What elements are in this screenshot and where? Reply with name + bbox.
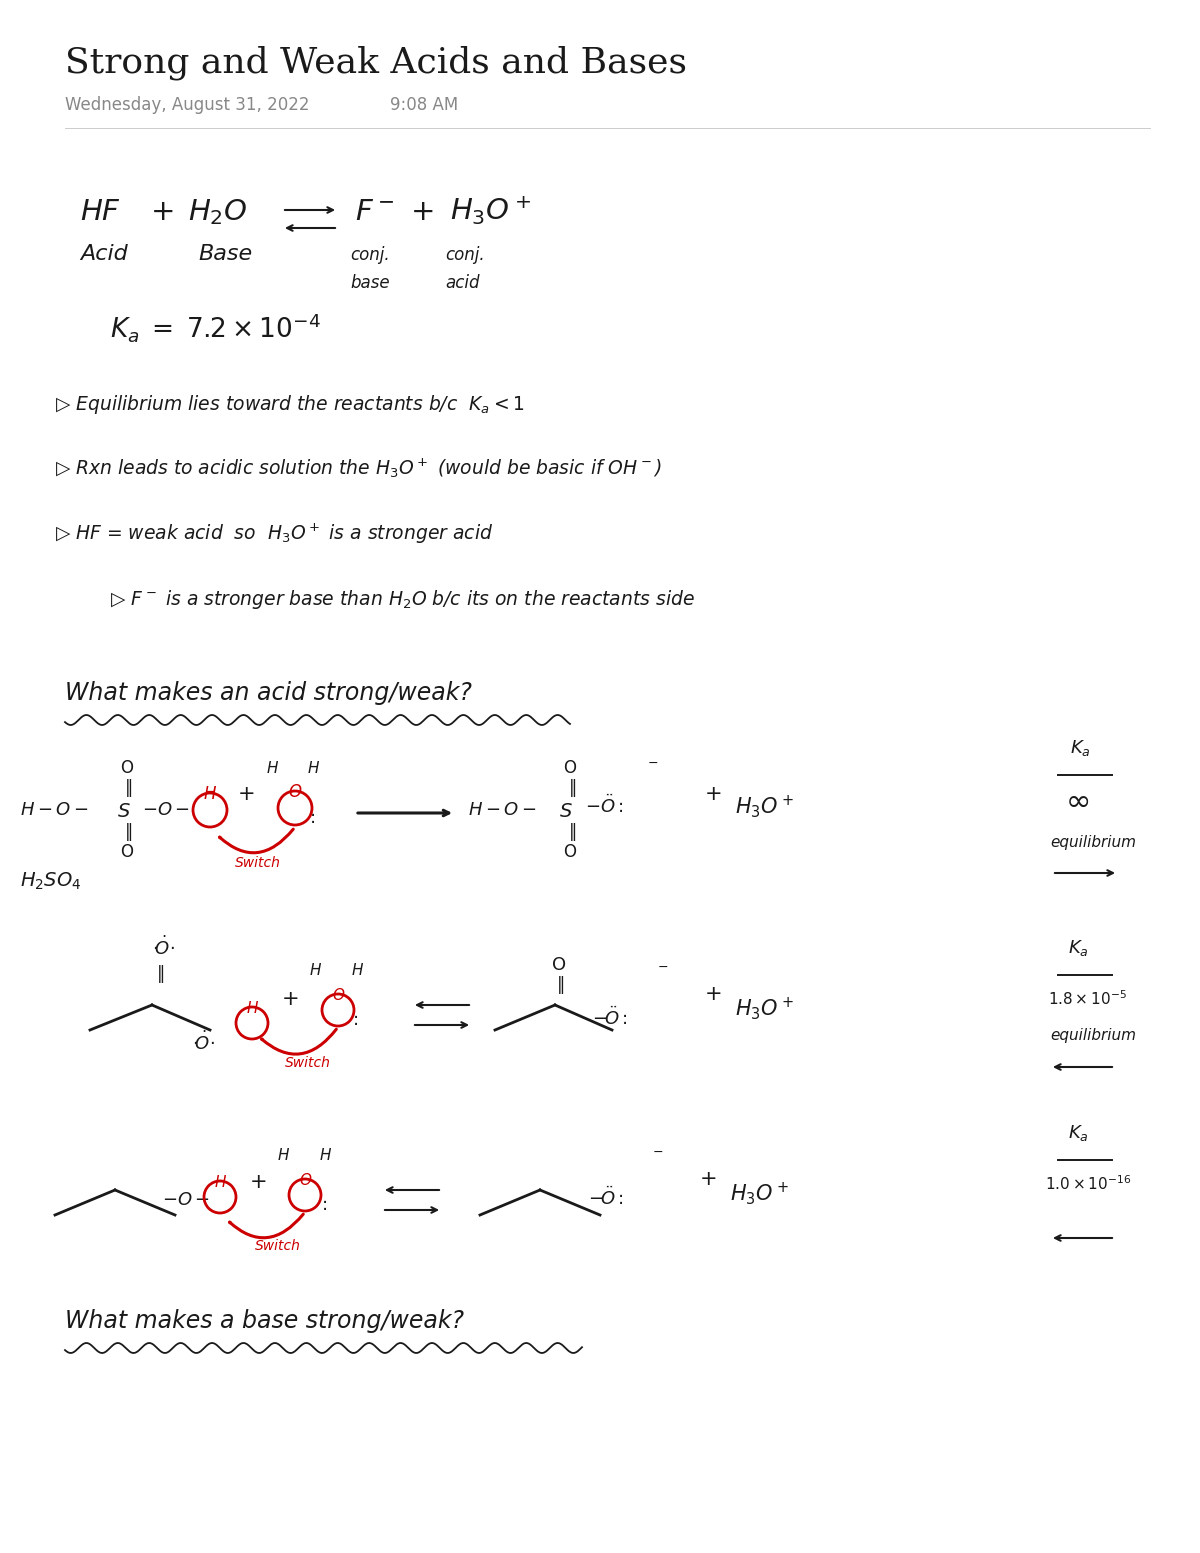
Text: :: : bbox=[353, 1011, 359, 1030]
Text: O: O bbox=[299, 1173, 311, 1188]
Text: $^-$: $^-$ bbox=[646, 759, 659, 776]
Text: Base: Base bbox=[198, 244, 252, 264]
FancyArrowPatch shape bbox=[229, 1214, 304, 1238]
Text: +: + bbox=[700, 1169, 718, 1190]
Text: $\triangleright$ HF = weak acid  so  $H_3O^+$ is a stronger acid: $\triangleright$ HF = weak acid so $H_3O… bbox=[55, 522, 493, 547]
Text: :: : bbox=[310, 809, 316, 828]
Text: $H_3O^+$: $H_3O^+$ bbox=[730, 1180, 790, 1207]
Text: H: H bbox=[246, 1002, 258, 1016]
Text: equilibrium: equilibrium bbox=[1050, 836, 1136, 849]
Text: $H_2SO_4$: $H_2SO_4$ bbox=[20, 871, 82, 893]
Text: $HF$: $HF$ bbox=[80, 197, 121, 227]
Text: conj.: conj. bbox=[445, 245, 485, 264]
Text: H: H bbox=[310, 963, 322, 978]
Text: equilibrium: equilibrium bbox=[1050, 1028, 1136, 1044]
Text: $-\ddot{O}:$: $-\ddot{O}:$ bbox=[586, 795, 624, 817]
Text: $-\!\ddot{O}:$: $-\!\ddot{O}:$ bbox=[588, 1186, 624, 1208]
FancyArrowPatch shape bbox=[220, 829, 293, 853]
Text: $K_a$: $K_a$ bbox=[1068, 1123, 1088, 1143]
Text: H: H bbox=[215, 1176, 226, 1190]
Text: O: O bbox=[288, 783, 301, 801]
Text: Wednesday, August 31, 2022: Wednesday, August 31, 2022 bbox=[65, 96, 310, 113]
Text: What makes an acid strong/weak?: What makes an acid strong/weak? bbox=[65, 682, 472, 705]
Text: O: O bbox=[563, 759, 576, 776]
Text: $H_3O^+$: $H_3O^+$ bbox=[734, 792, 794, 820]
Text: +: + bbox=[282, 989, 300, 1009]
Text: S: S bbox=[118, 801, 131, 822]
Text: $K_a$: $K_a$ bbox=[1070, 738, 1091, 758]
Text: $-\!\ddot{O}:$: $-\!\ddot{O}:$ bbox=[592, 1006, 628, 1030]
Text: O: O bbox=[120, 759, 133, 776]
Text: Switch: Switch bbox=[254, 1239, 301, 1253]
Text: S: S bbox=[560, 801, 572, 822]
Text: $\|$: $\|$ bbox=[124, 776, 132, 798]
Text: $K_a$: $K_a$ bbox=[1068, 938, 1088, 958]
Text: O: O bbox=[332, 988, 344, 1003]
Text: O: O bbox=[552, 957, 566, 974]
Text: +: + bbox=[250, 1173, 268, 1193]
Text: $-O-$: $-O-$ bbox=[162, 1191, 210, 1208]
Text: H: H bbox=[320, 1148, 331, 1163]
Text: H: H bbox=[266, 761, 278, 776]
Text: Strong and Weak Acids and Bases: Strong and Weak Acids and Bases bbox=[65, 45, 686, 79]
Text: $+$: $+$ bbox=[150, 197, 173, 227]
Text: $\triangleright$ Equilibrium lies toward the reactants b/c  $K_a < 1$: $\triangleright$ Equilibrium lies toward… bbox=[55, 393, 524, 416]
Text: H: H bbox=[204, 784, 216, 803]
Text: H: H bbox=[308, 761, 319, 776]
Text: $^-$: $^-$ bbox=[650, 1148, 664, 1166]
Text: $K_a \; = \; 7.2 \times 10^{-4}$: $K_a \; = \; 7.2 \times 10^{-4}$ bbox=[110, 312, 320, 345]
Text: Switch: Switch bbox=[235, 856, 281, 870]
Text: $+$: $+$ bbox=[410, 197, 433, 227]
Text: 9:08 AM: 9:08 AM bbox=[390, 96, 458, 113]
Text: $1.8 \times 10^{-5}$: $1.8 \times 10^{-5}$ bbox=[1048, 989, 1127, 1008]
FancyArrowPatch shape bbox=[262, 1030, 336, 1054]
Text: $\triangleright$ $F^-$ is a stronger base than $H_2O$ b/c its on the reactants s: $\triangleright$ $F^-$ is a stronger bas… bbox=[110, 589, 695, 610]
Text: $H-O-$: $H-O-$ bbox=[468, 801, 536, 818]
Text: conj.: conj. bbox=[350, 245, 390, 264]
Text: $H_3O^+$: $H_3O^+$ bbox=[734, 994, 794, 1022]
Text: $\|$: $\|$ bbox=[556, 974, 564, 995]
Text: $^-$: $^-$ bbox=[655, 963, 668, 981]
Text: O: O bbox=[563, 843, 576, 860]
Text: $\cdot\!\dot{O}\!\cdot$: $\cdot\!\dot{O}\!\cdot$ bbox=[192, 1031, 215, 1054]
Text: $H_2O$: $H_2O$ bbox=[188, 197, 247, 227]
Text: $\|$: $\|$ bbox=[156, 963, 164, 985]
Text: $-O-$: $-O-$ bbox=[142, 801, 190, 818]
Text: $H_3O^+$: $H_3O^+$ bbox=[450, 194, 532, 227]
Text: acid: acid bbox=[445, 273, 480, 292]
Text: base: base bbox=[350, 273, 390, 292]
Text: $1.0 \times 10^{-16}$: $1.0 \times 10^{-16}$ bbox=[1045, 1174, 1132, 1193]
Text: +: + bbox=[706, 784, 722, 804]
Text: +: + bbox=[706, 985, 722, 1003]
Text: $\|$: $\|$ bbox=[568, 776, 576, 798]
Text: $\triangleright$ Rxn leads to acidic solution the $H_3O^+$ (would be basic if $O: $\triangleright$ Rxn leads to acidic sol… bbox=[55, 457, 662, 480]
Text: Switch: Switch bbox=[286, 1056, 331, 1070]
Text: H: H bbox=[278, 1148, 289, 1163]
Text: $F^-$: $F^-$ bbox=[355, 197, 395, 227]
Text: $\cdot\!\dot{O}\!\cdot$: $\cdot\!\dot{O}\!\cdot$ bbox=[152, 936, 175, 960]
Text: H: H bbox=[352, 963, 364, 978]
Text: What makes a base strong/weak?: What makes a base strong/weak? bbox=[65, 1309, 464, 1332]
Text: $\|$: $\|$ bbox=[568, 822, 576, 843]
Text: Acid: Acid bbox=[80, 244, 127, 264]
Text: +: + bbox=[238, 784, 256, 804]
Text: $H-O-$: $H-O-$ bbox=[20, 801, 89, 818]
Text: :: : bbox=[322, 1196, 328, 1214]
Text: $\|$: $\|$ bbox=[124, 822, 132, 843]
Text: O: O bbox=[120, 843, 133, 860]
Text: $\infty$: $\infty$ bbox=[1066, 787, 1090, 815]
